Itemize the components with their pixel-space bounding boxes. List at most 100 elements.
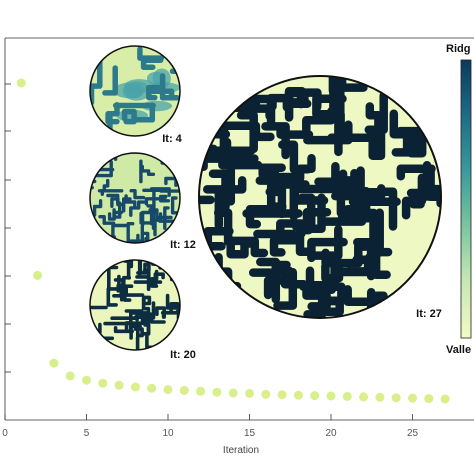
pattern-stripe [127, 225, 144, 243]
pattern-stripe [266, 166, 287, 211]
data-point [82, 375, 91, 385]
pattern-stripe [98, 215, 116, 225]
inset-it20-pattern [90, 260, 180, 350]
colorbar: Ridg Valle [446, 43, 472, 356]
data-point [261, 389, 271, 399]
data-point [130, 382, 140, 392]
pattern-stripe [319, 296, 344, 317]
inset-it12: It: 12 [89, 152, 196, 251]
x-tick-label: 20 [325, 428, 337, 439]
pattern-stripe [97, 178, 110, 193]
inset-it20: It: 20 [89, 259, 196, 361]
pattern-stripe [199, 171, 215, 205]
pattern-stripe [340, 187, 371, 220]
pattern-stripe [368, 123, 386, 160]
data-point [16, 78, 26, 88]
data-point [326, 391, 336, 401]
pattern-stripe [163, 206, 170, 230]
pattern-stripe [329, 83, 368, 112]
pattern-stripe [278, 140, 313, 174]
data-point [33, 270, 43, 280]
pattern-stripe [345, 255, 373, 276]
pattern-stripe [113, 326, 134, 334]
data-point [375, 392, 385, 402]
pattern-stripe [406, 161, 432, 198]
data-point [98, 378, 108, 388]
pattern-stripe [132, 102, 156, 123]
pattern-stripe [307, 237, 348, 263]
pattern-stripe [364, 91, 388, 135]
inset-it27: It: 27 [198, 75, 442, 320]
pattern-stripe [140, 57, 164, 70]
pattern-stripe [203, 226, 234, 251]
pattern-stripe [112, 201, 122, 219]
pattern-stripe [258, 163, 286, 179]
pattern-stripe [141, 231, 150, 243]
pattern-stripe [140, 210, 158, 227]
inset-it4: It: 4 [89, 45, 183, 145]
data-point [424, 394, 434, 404]
data-point [163, 385, 173, 395]
pattern-stripe [170, 196, 179, 215]
data-points [16, 78, 450, 404]
colorbar-fill [460, 59, 472, 339]
pattern-stripe [307, 260, 339, 290]
pattern-stripe [106, 193, 120, 206]
x-tick-label: 15 [244, 428, 256, 439]
data-point [147, 383, 157, 393]
pattern-stripe [284, 86, 312, 108]
pattern-stripe [107, 210, 123, 221]
pattern-stripe [375, 187, 398, 231]
inset-it4-pattern [90, 46, 180, 136]
data-point [408, 393, 417, 403]
pattern-stripe [218, 150, 263, 170]
pattern-stripe [213, 208, 233, 246]
x-axis-ticks: 0 5 10 15 20 25 [2, 414, 418, 439]
pattern-stripe [129, 189, 146, 200]
pattern-stripe [269, 235, 302, 257]
data-point [391, 393, 401, 403]
pattern-stripe [126, 222, 135, 243]
pattern-stripe [169, 260, 179, 282]
data-point [212, 387, 222, 397]
data-point [310, 391, 320, 401]
pattern-stripe [133, 327, 144, 338]
inset-it12-pattern [90, 153, 180, 243]
pattern-stripe [142, 262, 151, 273]
data-point [293, 390, 303, 400]
pattern-stripe [226, 236, 269, 258]
colorbar-bottom-label: Valle [446, 344, 471, 356]
pattern-stripe [307, 302, 323, 318]
colorbar-top-label: Ridg [446, 43, 470, 55]
pattern-stripe [251, 94, 277, 112]
pattern-stripe [142, 312, 166, 324]
x-tick-label: 5 [84, 428, 90, 439]
pattern-stripe [129, 311, 149, 324]
plot-frame [4, 37, 474, 421]
pattern-stripe [337, 213, 378, 234]
pattern-stripe [142, 295, 152, 306]
inset-it20-border [89, 259, 181, 351]
data-point [114, 380, 124, 390]
data-point [359, 392, 369, 402]
pattern-stripe [146, 84, 164, 101]
inset-it20-label: It: 20 [170, 349, 196, 361]
pattern-stripe [94, 160, 113, 178]
pattern-stripe [90, 83, 101, 106]
x-tick-label: 25 [407, 428, 419, 439]
pattern-stripe [391, 129, 419, 157]
pattern-stripe [401, 173, 427, 220]
pattern-stripe [389, 109, 412, 153]
pattern-stripe [256, 257, 281, 304]
x-tick-label: 10 [162, 428, 174, 439]
pattern-stripe [159, 194, 171, 203]
x-tick-label: 0 [2, 428, 8, 439]
data-point [342, 391, 352, 401]
inset-it12-label: It: 12 [170, 239, 196, 251]
pattern-stripe [236, 110, 258, 153]
data-point [49, 358, 59, 368]
pattern-stripe [331, 161, 359, 185]
inset-it12-border [89, 152, 181, 244]
pattern-stripe [135, 275, 151, 291]
